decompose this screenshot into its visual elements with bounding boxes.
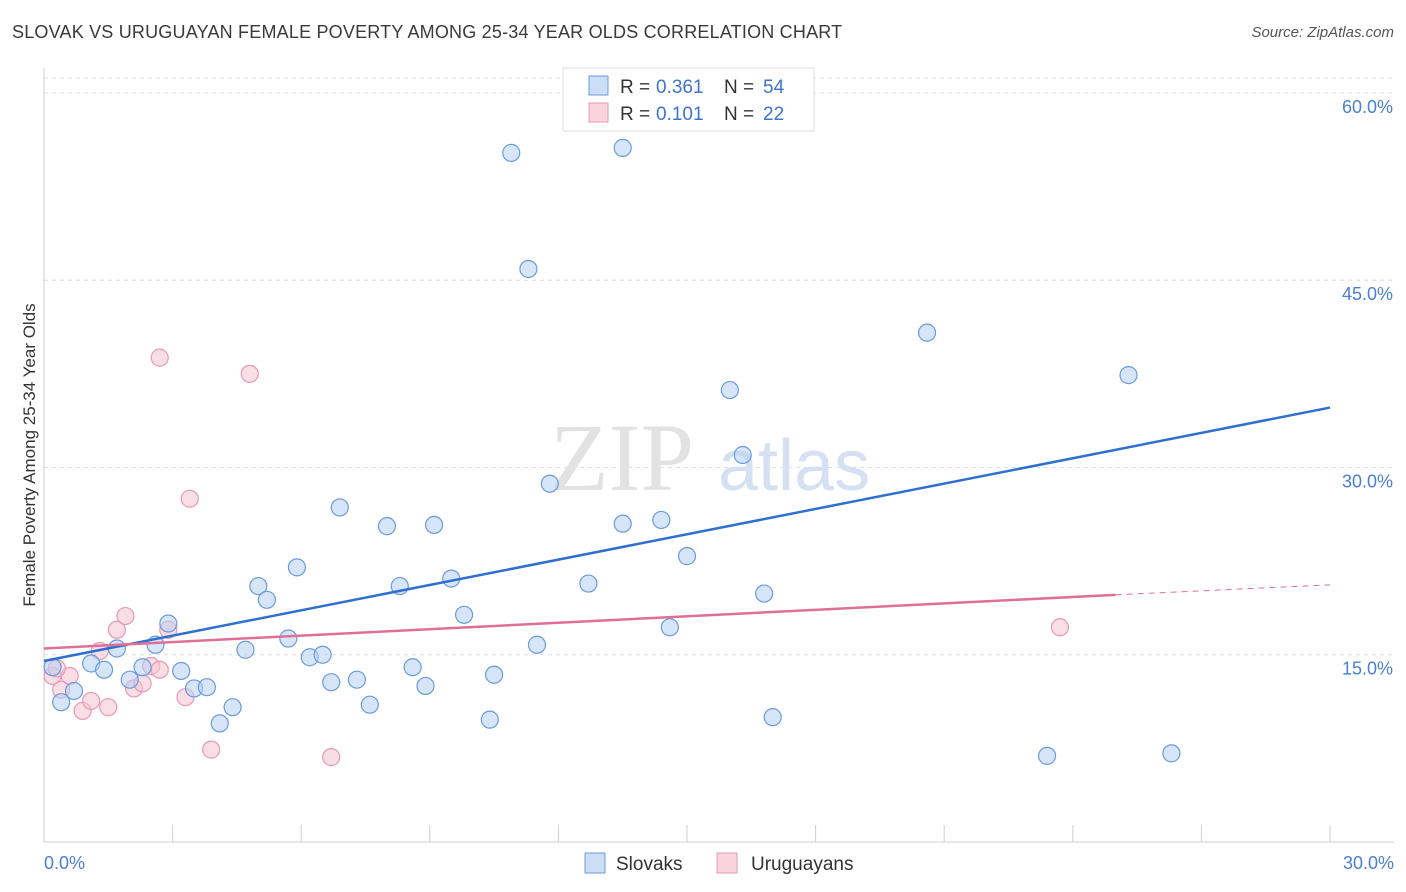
slovaks-point [330, 498, 349, 517]
slovaks-point [613, 138, 632, 157]
slovaks-point [720, 380, 739, 400]
slovaks-point [613, 514, 632, 533]
slovaks-point [360, 695, 379, 714]
chart-title: SLOVAK VS URUGUAYAN FEMALE POVERTY AMONG… [12, 22, 843, 42]
slovaks-point [652, 510, 671, 530]
y-tick-label-15: 15.0% [1342, 659, 1393, 679]
slovaks-point [287, 558, 307, 577]
slovaks-point [249, 576, 268, 596]
slovaks-point [1037, 746, 1057, 765]
watermark-zip: ZIP [550, 404, 694, 511]
slovaks-point [347, 670, 367, 689]
slovaks-point [52, 693, 71, 712]
uruguayans-trend-line [43, 593, 1116, 650]
legend-r-uruguayans: 0.101 [656, 104, 704, 125]
slovaks-point [403, 658, 422, 677]
slovaks-point [424, 515, 444, 535]
uruguayans-point [202, 740, 221, 759]
slovaks-point [480, 710, 499, 729]
uruguayans-point [82, 691, 101, 711]
legend-swatch-slovaks [588, 75, 609, 96]
slovaks-point [223, 698, 242, 717]
slovaks-point [733, 445, 752, 465]
slovaks-point [172, 661, 191, 681]
uruguayans-point [150, 660, 169, 679]
slovaks-point [1162, 744, 1181, 763]
legend-r-label-uruguayans: R = [620, 104, 650, 125]
slovaks-point [313, 645, 332, 664]
chart-source: Source: ZipAtlas.com [1251, 24, 1394, 41]
slovaks-point [377, 517, 397, 536]
uruguayans-trend-extension [1115, 584, 1331, 596]
slovaks-point [660, 618, 679, 637]
legend-n-uruguayans: 22 [763, 104, 784, 125]
uruguayans-point [107, 620, 126, 639]
slovaks-point [159, 614, 178, 633]
uruguayans-point [150, 348, 169, 367]
slovaks-point [579, 574, 598, 593]
slovaks-point [763, 708, 782, 727]
bottom-legend: Slovaks Uruguayans [584, 852, 853, 875]
slovaks-point [197, 678, 216, 697]
slovaks-point [1119, 366, 1138, 385]
slovaks-point [210, 714, 229, 733]
slovaks-point [64, 681, 84, 701]
slovaks-point [133, 658, 152, 677]
y-tick-label-30: 30.0% [1342, 471, 1393, 491]
slovaks-point [279, 629, 298, 648]
uruguayans-point [322, 748, 341, 767]
slovaks-trend-line [43, 406, 1331, 663]
bottom-legend-swatch-slovaks [584, 852, 606, 874]
watermark-atlas: atlas [718, 426, 870, 506]
slovaks-point [416, 676, 435, 696]
slovaks-point [120, 670, 139, 689]
legend-n-label-slovaks: N = [724, 77, 754, 98]
legend-swatch-uruguayans [588, 102, 609, 123]
uruguayans-point [99, 698, 118, 717]
slovaks-point [322, 673, 341, 692]
y-axis-label: Female Poverty Among 25-34 Year Olds [20, 303, 39, 606]
slovaks-point [94, 660, 114, 679]
slovaks-points [43, 102, 1181, 765]
x-tick-label-min: 0.0% [44, 853, 85, 873]
trend-lines [43, 406, 1331, 663]
slovaks-point [917, 323, 937, 342]
bottom-legend-label-uruguayans: Uruguayans [751, 854, 853, 875]
y-tick-labels: 15.0% 30.0% 45.0% 60.0% [1342, 97, 1393, 679]
legend-n-slovaks: 54 [763, 77, 785, 98]
x-tick-label-max: 30.0% [1343, 853, 1394, 873]
uruguayans-point [240, 364, 259, 383]
legend-r-slovaks: 0.361 [656, 77, 704, 98]
y-tick-label-45: 45.0% [1342, 284, 1393, 304]
legend-r-label-slovaks: R = [620, 77, 650, 98]
slovaks-point [236, 640, 255, 659]
slovaks-point [485, 665, 504, 684]
slovaks-point [454, 605, 474, 624]
slovaks-point [677, 547, 697, 566]
top-legend: R = 0.361 N = 54 R = 0.101 N = 22 [562, 67, 815, 132]
axes [43, 68, 1394, 843]
x-tick-marks [43, 825, 1331, 842]
slovaks-point [755, 584, 774, 603]
bottom-legend-swatch-uruguayans [716, 852, 738, 874]
slovaks-point [257, 590, 277, 609]
y-tick-label-60: 60.0% [1342, 97, 1393, 117]
uruguayans-point [180, 489, 199, 508]
uruguayans-point [116, 606, 135, 626]
slovaks-point [519, 259, 538, 279]
slovaks-point [527, 635, 547, 654]
slovaks-point [540, 474, 559, 493]
slovaks-point [502, 143, 521, 162]
uruguayans-point [1050, 618, 1070, 637]
legend-n-label-uruguayans: N = [724, 104, 754, 125]
bottom-legend-label-slovaks: Slovaks [616, 854, 683, 875]
